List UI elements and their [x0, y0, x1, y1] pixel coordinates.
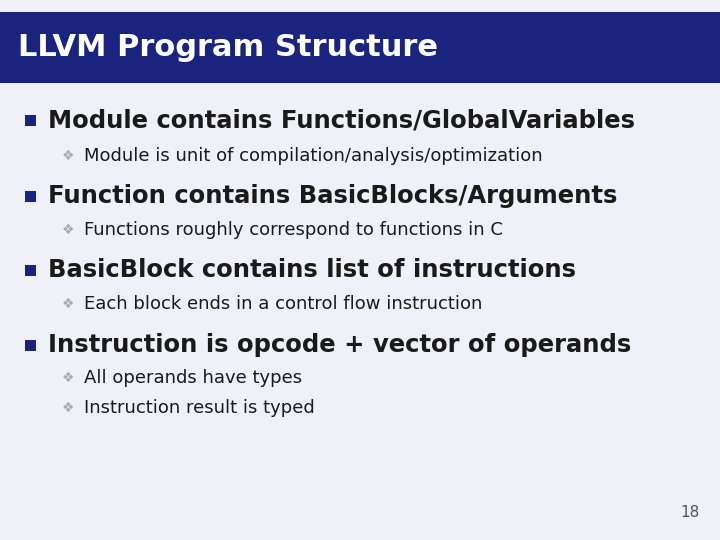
- Text: Module contains Functions/GlobalVariables: Module contains Functions/GlobalVariable…: [48, 108, 635, 132]
- Text: Instruction is opcode + vector of operands: Instruction is opcode + vector of operan…: [48, 333, 631, 357]
- Text: Function contains BasicBlocks/Arguments: Function contains BasicBlocks/Arguments: [48, 184, 617, 208]
- Text: ❖: ❖: [62, 371, 74, 385]
- Text: ❖: ❖: [62, 297, 74, 311]
- Text: All operands have types: All operands have types: [84, 369, 302, 387]
- Text: 18: 18: [680, 505, 700, 520]
- FancyBboxPatch shape: [25, 340, 36, 350]
- FancyBboxPatch shape: [25, 191, 36, 201]
- Text: Module is unit of compilation/analysis/optimization: Module is unit of compilation/analysis/o…: [84, 147, 543, 165]
- Text: Instruction result is typed: Instruction result is typed: [84, 399, 315, 417]
- FancyBboxPatch shape: [25, 114, 36, 125]
- Text: LLVM Program Structure: LLVM Program Structure: [18, 33, 438, 62]
- Text: BasicBlock contains list of instructions: BasicBlock contains list of instructions: [48, 258, 576, 282]
- Text: ❖: ❖: [62, 223, 74, 237]
- FancyBboxPatch shape: [25, 265, 36, 275]
- Text: Each block ends in a control flow instruction: Each block ends in a control flow instru…: [84, 295, 482, 313]
- Text: Functions roughly correspond to functions in C: Functions roughly correspond to function…: [84, 221, 503, 239]
- FancyBboxPatch shape: [0, 12, 720, 83]
- Text: ❖: ❖: [62, 149, 74, 163]
- Text: ❖: ❖: [62, 401, 74, 415]
